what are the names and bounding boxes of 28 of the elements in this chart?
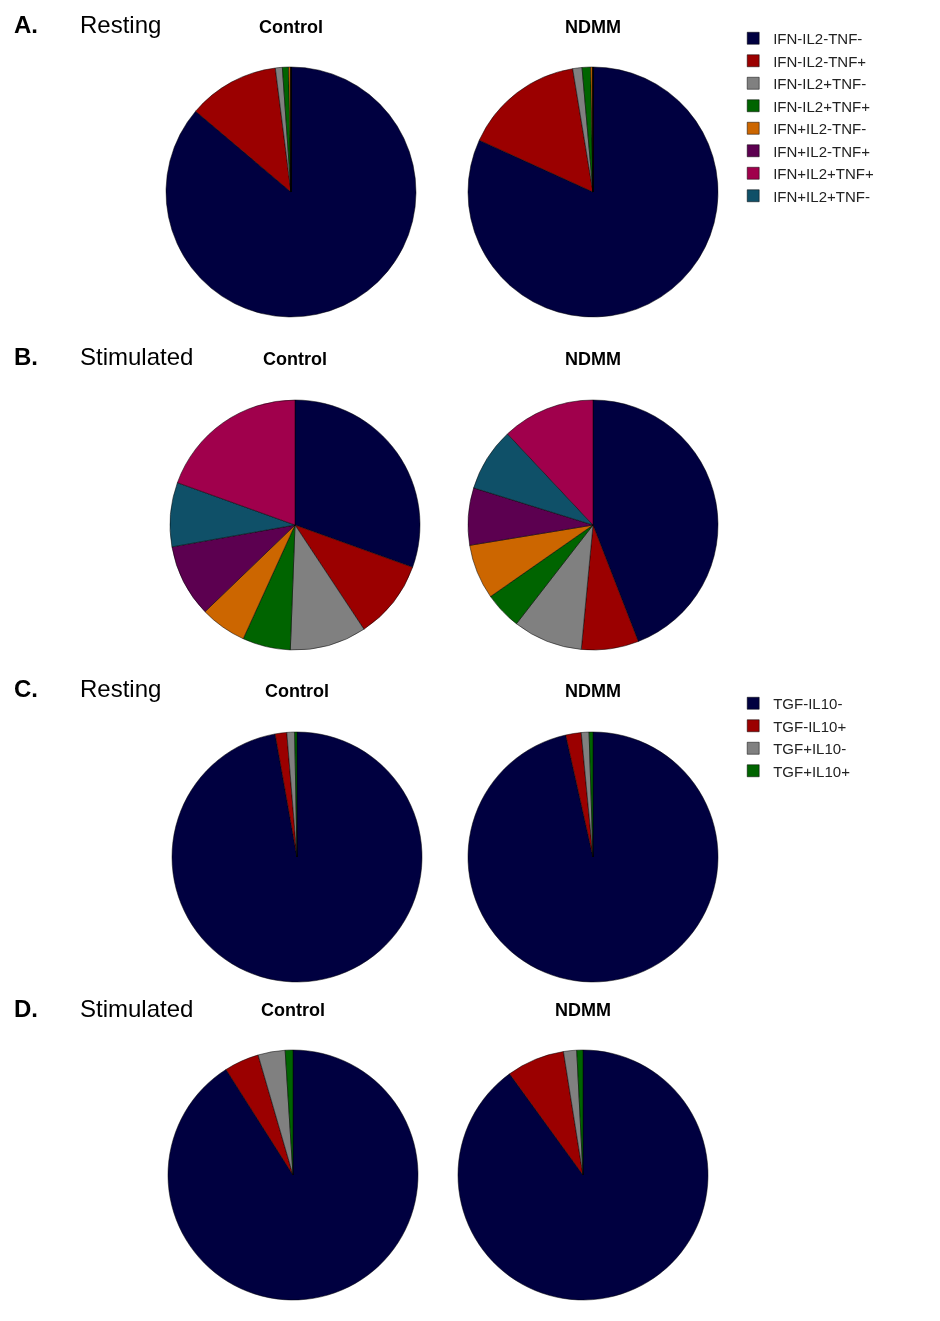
chart-title: NDMM xyxy=(565,681,621,701)
legend-label: TGF-IL10+ xyxy=(773,717,847,735)
chart-title: NDMM xyxy=(565,17,621,37)
legend-label: TGF+IL10- xyxy=(773,740,847,758)
legend-label: IFN+IL2+TNF- xyxy=(773,187,870,205)
text: Stimulated xyxy=(80,995,194,1022)
legend-label: IFN-IL2+TNF+ xyxy=(773,97,871,115)
chart-title: NDMM xyxy=(565,349,621,369)
text: C. xyxy=(14,675,38,702)
legend-label: IFN-IL2+TNF- xyxy=(773,75,867,93)
chart-title: Control xyxy=(265,681,329,701)
chart-title: Control xyxy=(261,1000,325,1020)
chart-title: NDMM xyxy=(555,1000,611,1020)
text: Resting xyxy=(80,675,162,702)
legend-label: TGF+IL10+ xyxy=(773,762,851,780)
text: D. xyxy=(14,995,38,1022)
legend-label: IFN+IL2+TNF+ xyxy=(773,165,874,183)
legend-label: IFN+IL2-TNF+ xyxy=(773,142,871,160)
legend-label: IFN-IL2-TNF+ xyxy=(773,52,867,70)
legend-label: TGF-IL10- xyxy=(773,695,843,713)
text: B. xyxy=(14,343,38,370)
chart-title: Control xyxy=(259,17,323,37)
text: Resting xyxy=(80,11,162,38)
chart-title: Control xyxy=(263,349,327,369)
legend-label: IFN+IL2-TNF- xyxy=(773,120,867,138)
text: A. xyxy=(14,11,38,38)
legend-label: IFN-IL2-TNF- xyxy=(773,30,863,48)
text: Stimulated xyxy=(80,343,194,370)
